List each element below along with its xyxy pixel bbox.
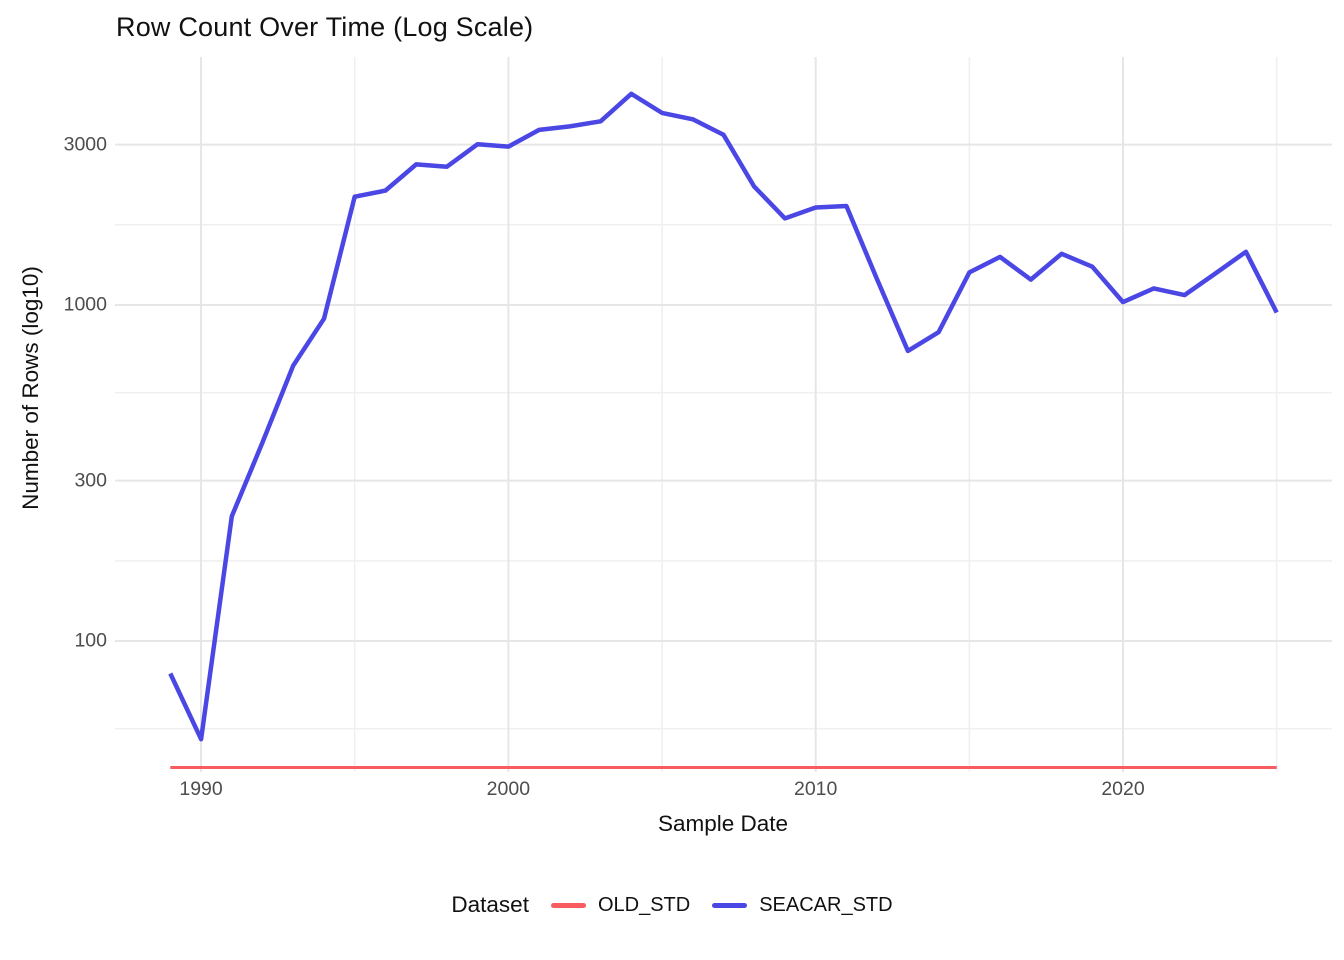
x-axis-title: Sample Date <box>657 811 789 836</box>
x-tick-label: 1990 <box>179 778 223 800</box>
x-tick-label: 2010 <box>793 778 838 800</box>
y-tick-label: 3000 <box>63 132 107 155</box>
chart-title: Row Count Over Time (Log Scale) <box>116 12 534 42</box>
x-tick-label: 2000 <box>486 778 531 800</box>
legend-item-seacar_std: SEACAR_STD <box>712 893 893 917</box>
legend: Dataset OLD_STD SEACAR_STD <box>0 892 1344 918</box>
legend-title: Dataset <box>451 892 529 917</box>
seacar-std-swatch-icon <box>712 902 748 908</box>
x-tick-label: 2020 <box>1101 778 1145 800</box>
y-tick-label: 300 <box>74 468 107 491</box>
legend-label: SEACAR_STD <box>759 893 893 916</box>
seacar-std-line <box>168 91 1279 742</box>
old-std-swatch-icon <box>550 902 586 908</box>
legend-label: OLD_STD <box>597 893 691 916</box>
legend-item-old_std: OLD_STD <box>550 893 691 917</box>
y-tick-label: 1000 <box>63 293 107 316</box>
y-tick-label: 100 <box>74 629 107 652</box>
